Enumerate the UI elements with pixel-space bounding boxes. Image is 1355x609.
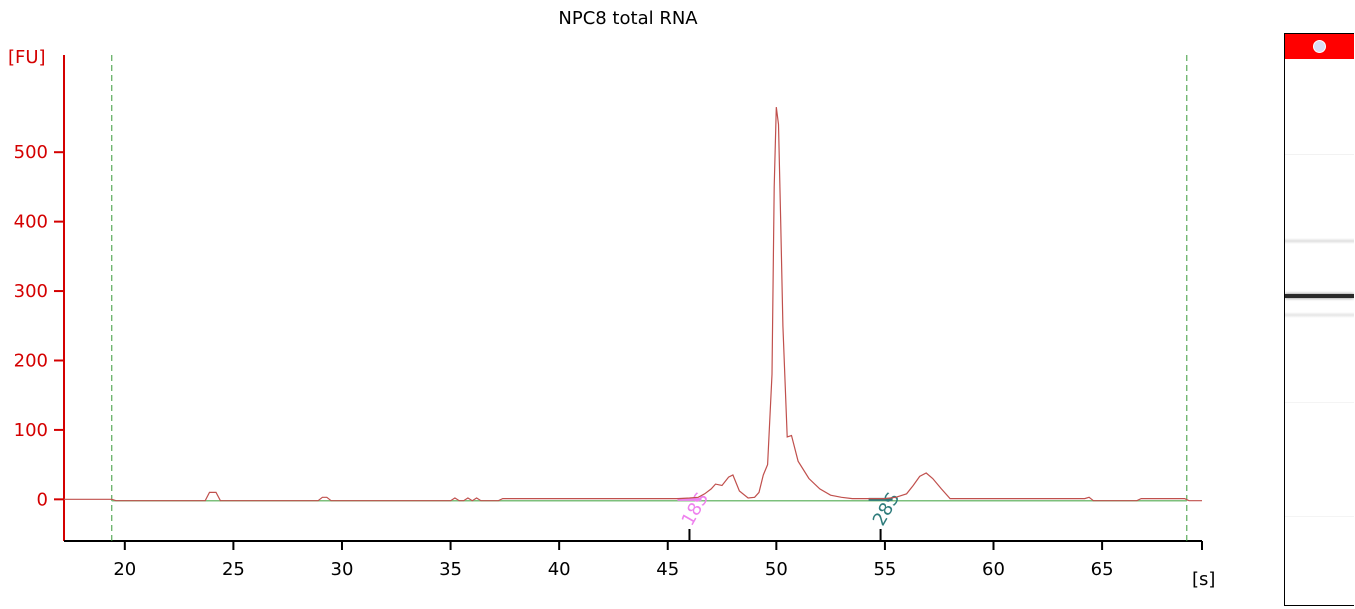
x-tick-label: 25 — [222, 559, 245, 580]
marker-label: 18S — [678, 489, 713, 529]
lane-marker-icon — [1313, 40, 1326, 53]
x-tick-label: 20 — [113, 559, 136, 580]
x-tick-label: 60 — [982, 559, 1005, 580]
gel-band-faint — [1285, 154, 1354, 155]
chart-title: NPC8 total RNA — [558, 8, 698, 29]
marker-label: 28S — [869, 489, 904, 529]
y-tick-label: 200 — [14, 350, 48, 371]
axes: 0 100 200 300 400 500 20 25 30 35 40 45 50 55 60 65 — [14, 55, 1203, 580]
y-axis-label: [FU] — [8, 47, 46, 68]
gel-band-main — [1285, 294, 1354, 298]
gel-band-18s — [1285, 238, 1354, 244]
series-line — [64, 107, 1202, 502]
y-tick-label: 0 — [37, 489, 48, 510]
y-tick-label: 100 — [14, 420, 48, 441]
x-axis-label: [s] — [1192, 569, 1215, 590]
x-tick-label: 40 — [548, 559, 571, 580]
gel-band-28s — [1285, 312, 1354, 318]
gel-band-faint — [1285, 516, 1354, 517]
y-tick-label: 300 — [14, 281, 48, 302]
x-tick-label: 45 — [656, 559, 679, 580]
y-tick-label: 400 — [14, 212, 48, 233]
y-tick-label: 500 — [14, 142, 48, 163]
electropherogram-chart: NPC8 total RNA [FU] [s] 0 100 200 300 400 500… — [8, 8, 1215, 590]
x-tick-label: 55 — [873, 559, 896, 580]
gel-lane — [1284, 33, 1354, 606]
x-tick-label: 50 — [765, 559, 788, 580]
x-tick-label: 30 — [331, 559, 354, 580]
chart-marks: 18S 28S — [64, 55, 1202, 541]
x-tick-label: 65 — [1091, 559, 1114, 580]
gel-band-faint — [1285, 402, 1354, 403]
x-tick-label: 35 — [439, 559, 462, 580]
gel-lane-header — [1285, 34, 1354, 59]
